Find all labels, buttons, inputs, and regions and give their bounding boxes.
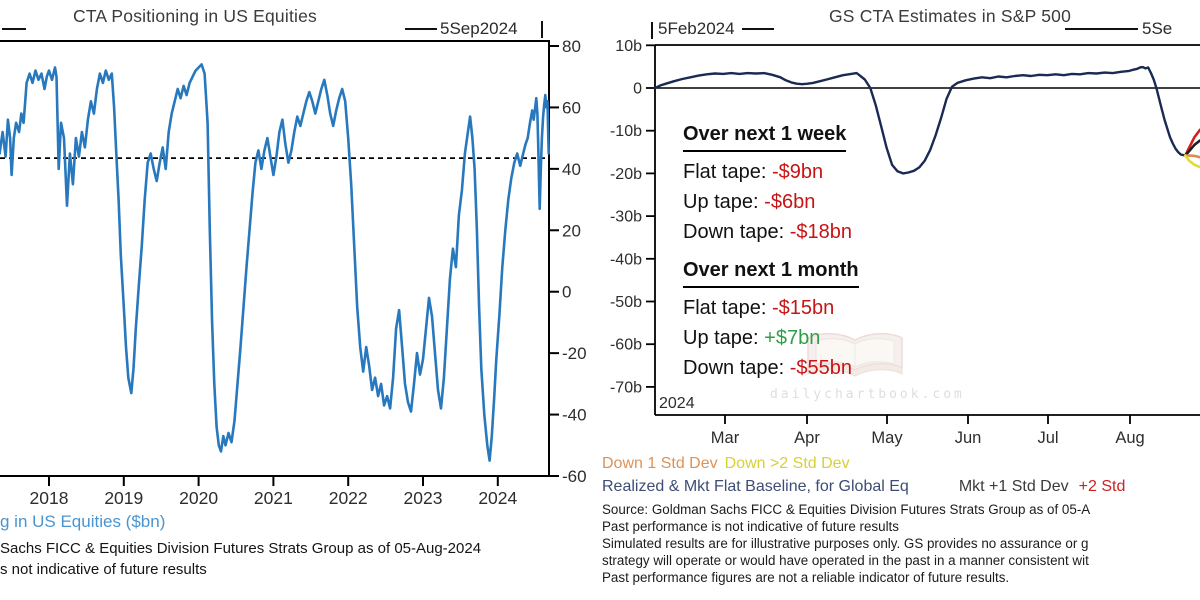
left-chart-y-tick-label: 20 [562, 221, 581, 240]
annotation-line: Flat tape: -$9bn [683, 157, 852, 187]
right-chart-x-tick-label: Mar [711, 429, 740, 447]
annotation-block-1: Over next 1 week Flat tape: -$9bn Up tape:… [683, 119, 852, 247]
left-chart-y-tick-label: 60 [562, 98, 581, 117]
right-chart-projection-down-1-std-dev [1184, 154, 1200, 159]
left-chart-x-tick-label: 2018 [30, 488, 69, 508]
right-chart-y-tick-label: 10b [615, 38, 642, 55]
annotation-block-2: Over next 1 month Flat tape: -$15bn Up tap… [683, 255, 859, 383]
left-chart-topleft-dash-fragment [2, 28, 26, 30]
annotation-label: Up tape: [683, 327, 765, 349]
right-chart-x-tick-label: May [871, 429, 903, 447]
left-chart-date-marker-tick [541, 21, 543, 38]
right-chart-source-lines: Source: Goldman Sachs FICC & Equities Di… [602, 501, 1090, 586]
legend-item: Realized & Mkt Flat Baseline, for Global… [602, 478, 909, 495]
right-chart-start-marker-tick [651, 22, 653, 39]
left-chart-date-marker-dash [405, 28, 437, 30]
left-chart-line [0, 63, 551, 462]
annotation-line: Flat tape: -$15bn [683, 293, 859, 323]
right-chart-y-tick-label: 0 [633, 81, 642, 98]
right-chart-projection-mkt-1-std-dev [1184, 139, 1200, 157]
right-chart-y-tick-label: -50b [610, 294, 642, 311]
annotation-label: Flat tape: [683, 297, 772, 319]
annotation-label: Down tape: [683, 357, 790, 379]
annotation-line: Up tape: -$6bn [683, 187, 852, 217]
annotation-value: -$9bn [771, 161, 824, 183]
left-chart-x-tick-label: 2020 [179, 488, 218, 508]
source-line: Simulated results are for illustrative p… [602, 536, 1089, 551]
watermark: dailychartbook.com [770, 330, 965, 402]
left-chart-source: Sachs FICC & Equities Division Futures S… [0, 540, 482, 557]
annotation-label: Up tape: [683, 191, 765, 213]
right-chart-y-tick-label: -30b [610, 209, 642, 226]
right-chart-x-tick-label: Apr [794, 429, 820, 447]
right-chart-realized-line [653, 65, 1187, 175]
left-chart-title: CTA Positioning in US Equities [73, 6, 317, 26]
right-chart-y-tick-label: -40b [610, 251, 642, 268]
annotation-line: Up tape: +$7bn [683, 323, 859, 353]
right-chart-end-marker: 5Se [1142, 19, 1173, 38]
right-chart-projection-down-2-std-dev [1184, 154, 1200, 169]
annotation-header: Over next 1 month [683, 255, 859, 288]
right-chart-end-marker-dash [1065, 28, 1138, 30]
annotation-value: -$6bn [764, 191, 816, 213]
right-chart-title: GS CTA Estimates in S&P 500 [828, 6, 1072, 26]
annotation-line: Down tape: -$55bn [683, 353, 859, 383]
left-chart-x-tick-label: 2021 [254, 488, 293, 508]
left-chart-y-tick-label: 0 [562, 283, 571, 302]
annotation-line: Down tape: -$18bn [683, 217, 852, 247]
source-line: Source: Goldman Sachs FICC & Equities Di… [602, 502, 1091, 517]
source-line: strategy will operate or would have oper… [602, 553, 1089, 568]
right-chart-start-marker-dash [742, 28, 774, 30]
left-chart-disclaimer: s not indicative of future results [0, 561, 207, 578]
legend-row-2: Realized & Mkt Flat Baseline, for Global… [602, 478, 1125, 496]
legend-item: Mkt +1 Std Dev [958, 478, 1069, 495]
legend-item: Down >2 Std Dev [724, 455, 850, 472]
left-chart-x-tick-label: 2023 [404, 488, 443, 508]
legend-row-1: Down 1 Std Dev Down >2 Std Dev [602, 455, 850, 473]
left-chart-x-tick-label: 2022 [329, 488, 368, 508]
left-chart-y-tick-label: -60 [562, 467, 587, 486]
legend-item: Down 1 Std Dev [602, 455, 718, 472]
right-chart-y-tick-label: -10b [610, 123, 642, 140]
legend-item: +2 Std [1078, 478, 1126, 495]
annotation-value: +$7bn [764, 327, 821, 349]
annotation-label: Flat tape: [683, 161, 772, 183]
left-chart-y-tick-label: 80 [562, 37, 581, 56]
left-chart-y-tick-label: 40 [562, 160, 581, 179]
watermark-text: dailychartbook.com [770, 387, 965, 402]
annotation-value: -$18bn [789, 221, 853, 243]
left-chart-y-tick-label: -20 [562, 344, 587, 363]
left-chart-x-tick-label: 2024 [478, 488, 517, 508]
right-chart-start-marker: 5Feb2024 [658, 19, 735, 38]
right-chart-y-tick-label: -60b [610, 337, 642, 354]
left-chart-date-marker: 5Sep2024 [440, 19, 518, 38]
right-chart-y-tick-label: -70b [610, 379, 642, 396]
annotation-label: Down tape: [683, 221, 790, 243]
open-book-icon [807, 333, 903, 377]
source-line: Past performance is not indicative of fu… [602, 519, 899, 534]
left-chart-y-tick-label: -40 [562, 406, 587, 425]
right-chart-y-tick-label: -20b [610, 166, 642, 183]
right-chart-year-label: 2024 [659, 395, 695, 412]
right-chart-x-tick-label: Jun [955, 429, 982, 447]
annotation-header: Over next 1 week [683, 119, 847, 152]
right-chart-x-tick-label: Aug [1115, 429, 1144, 447]
source-line: Past performance figures are not a relia… [602, 570, 1010, 585]
annotation-value: -$55bn [789, 357, 853, 379]
annotation-value: -$15bn [771, 297, 835, 319]
left-chart-x-tick-label: 2019 [104, 488, 143, 508]
left-chart-series-label: g in US Equities ($bn) [0, 512, 166, 531]
right-chart-x-tick-label: Jul [1037, 429, 1058, 447]
